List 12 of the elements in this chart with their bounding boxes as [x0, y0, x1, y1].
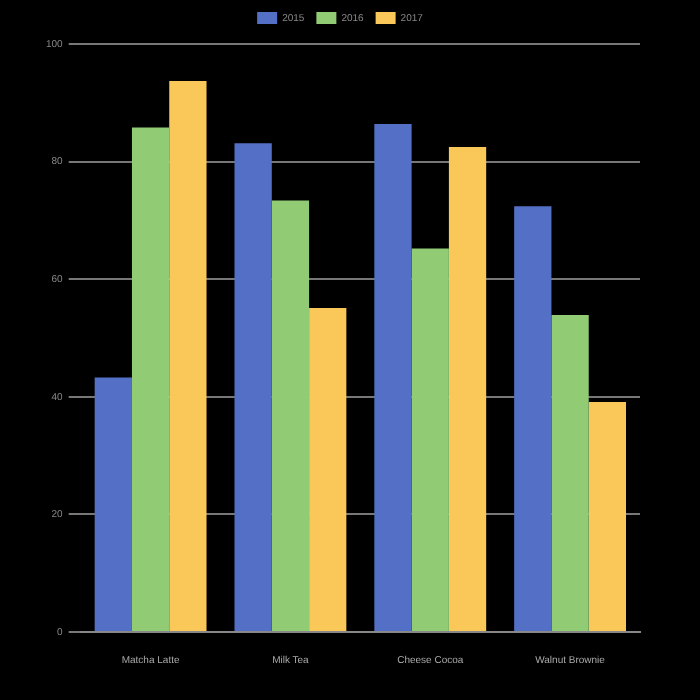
- bar: [169, 81, 207, 631]
- bar: [309, 308, 347, 631]
- bar: [234, 143, 272, 631]
- bar: [131, 127, 170, 631]
- bar: [551, 315, 589, 631]
- bar: [448, 146, 487, 631]
- bar: [514, 206, 552, 631]
- bar: [94, 377, 132, 631]
- bar: [374, 123, 412, 631]
- bar: [271, 200, 310, 631]
- bar: [588, 402, 627, 631]
- bar: [411, 248, 449, 631]
